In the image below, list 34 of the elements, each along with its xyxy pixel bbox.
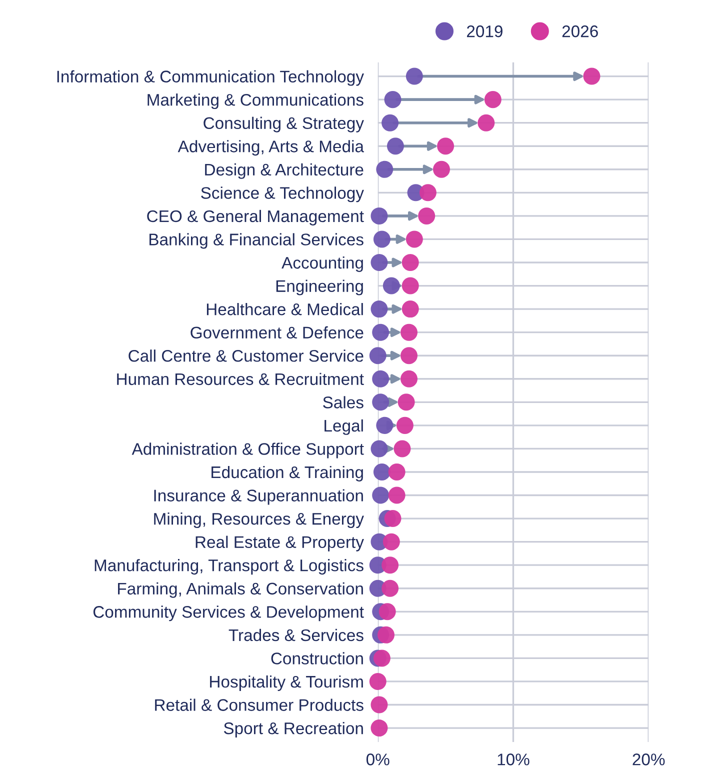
y-tick-label: Engineering xyxy=(276,280,363,296)
x-tick-label: 20% xyxy=(632,754,665,766)
y-tick-label: Farming, Animals & Conservation xyxy=(118,582,363,598)
y-tick-label: Design & Architecture xyxy=(205,163,364,179)
y-tick-label: Insurance & Superannuation xyxy=(154,489,363,505)
y-tick-label: Government & Defence xyxy=(190,326,364,339)
y-tick-label: Mining, Resources & Energy xyxy=(154,512,364,528)
y-tick-label: Real Estate & Property xyxy=(196,536,364,552)
y-tick-label: Community Services & Development xyxy=(93,606,364,622)
y-tick-label: Legal xyxy=(324,419,363,435)
y-tick-label: Trades & Services xyxy=(228,628,364,642)
y-tick-label: Education & Training xyxy=(212,466,363,482)
y-tick-label: Accounting xyxy=(282,256,363,272)
y-tick-label: CEO & General Management xyxy=(147,210,364,226)
y-tick-label: Sport & Recreation xyxy=(224,722,363,738)
y-tick-label: Hospitality & Tourism xyxy=(210,675,363,691)
y-tick-label: Consulting & Strategy xyxy=(204,116,364,132)
y-tick-label: Healthcare & Medical xyxy=(206,303,363,316)
y-tick-label: Sales xyxy=(323,396,364,408)
legend-label: 2026 xyxy=(562,25,598,38)
legend-label: 2019 xyxy=(467,25,502,38)
y-tick-label: Banking & Financial Services xyxy=(150,233,364,249)
y-tick-label: Construction xyxy=(271,652,363,664)
y-tick-label: Science & Technology xyxy=(201,186,364,202)
y-tick-label: Call Centre & Customer Service xyxy=(128,350,364,362)
x-tick-label: 0% xyxy=(366,754,390,766)
y-tick-label: Advertising, Arts & Media xyxy=(178,140,364,156)
y-tick-label: Information & Communication Technology xyxy=(57,70,364,86)
y-tick-label: Retail & Consumer Products xyxy=(155,698,364,711)
y-tick-label: Administration & Office Support xyxy=(132,442,364,458)
y-tick-label: Marketing & Communications xyxy=(148,94,364,110)
y-tick-label: Manufacturing, Transport & Logistics xyxy=(94,559,364,575)
x-tick-label: 10% xyxy=(498,754,530,766)
y-tick-label: Human Resources & Recruitment xyxy=(117,372,364,386)
